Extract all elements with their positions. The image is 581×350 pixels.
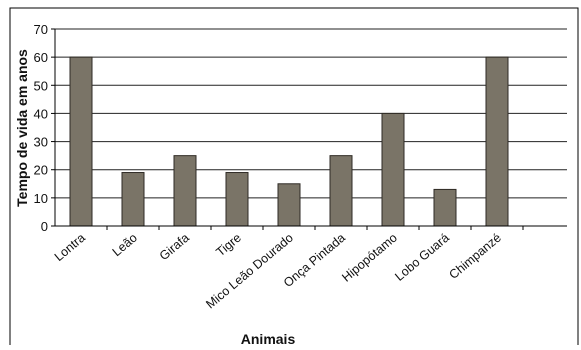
y-tick-label: 70	[34, 22, 48, 37]
bar-6	[329, 155, 353, 227]
gridlines	[55, 28, 567, 199]
bar-8	[433, 188, 457, 227]
y-tick-label: 10	[34, 191, 48, 206]
bar-9	[485, 56, 509, 227]
bar-7	[381, 112, 405, 227]
y-tick-labels: 0 10 20 30 40 50 60 70	[34, 22, 48, 234]
y-tick-label: 20	[34, 163, 48, 178]
bar-5	[277, 183, 301, 227]
y-tick-label: 50	[34, 78, 48, 93]
y-tick-label: 40	[34, 106, 48, 121]
bar-2	[121, 172, 145, 227]
x-tick-label: Mico Leão Dourado	[203, 231, 296, 312]
x-tick-label: Tigre	[213, 231, 243, 260]
bar-4	[225, 172, 249, 227]
axes	[51, 28, 567, 230]
y-tick-label: 60	[34, 50, 48, 65]
x-tick-label: Girafa	[157, 231, 192, 264]
x-tick-label: Hipopótamo	[339, 231, 400, 285]
x-axis-title: Animais	[241, 331, 296, 345]
y-axis-title: Tempo de vida em anos	[14, 49, 30, 207]
x-tick-label: Lontra	[52, 231, 88, 265]
y-tick-label: 30	[34, 135, 48, 150]
x-tick-label: Lobo Guará	[392, 231, 452, 284]
bar-1	[69, 56, 93, 227]
x-tick-label: Leão	[110, 231, 140, 260]
y-tick-label: 0	[41, 219, 48, 234]
bar-3	[173, 155, 197, 227]
x-tick-label: Chimpanzé	[446, 231, 503, 282]
